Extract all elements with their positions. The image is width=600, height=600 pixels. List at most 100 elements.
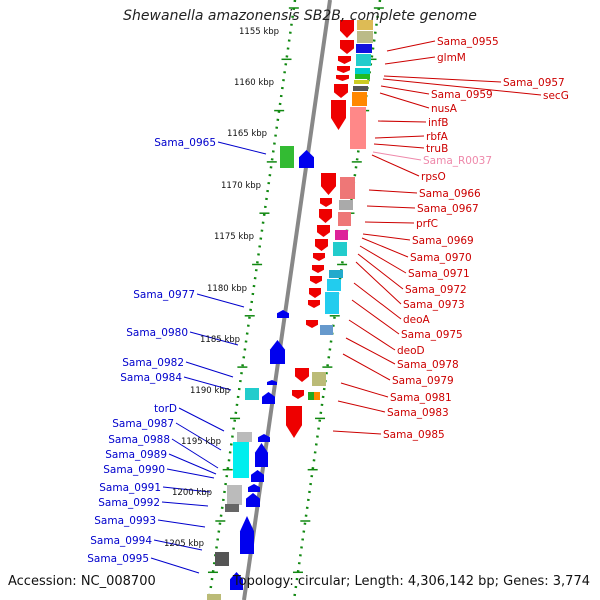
accession-text: Accession: NC_008700 <box>8 574 156 589</box>
forward-box-16 <box>327 279 341 291</box>
right-label-connector-9 <box>372 151 422 161</box>
gene-label-secG: secG <box>543 90 569 102</box>
kbp-tick-label-4: 1175 kbp <box>214 232 254 242</box>
left-label-connector-2 <box>189 331 239 346</box>
reverse-gene-9 <box>246 493 260 507</box>
gene-label-Sama_0987: Sama_0987 <box>112 418 174 430</box>
forward-gene-11 <box>315 239 328 251</box>
gene-label-Sama_0969: Sama_0969 <box>412 235 474 247</box>
forward-box-4 <box>355 68 370 74</box>
gene-label-Sama_0991: Sama_0991 <box>99 482 161 494</box>
kbp-tick-label-5: 1180 kbp <box>207 284 247 294</box>
left-label-connector-14 <box>150 557 200 574</box>
right-label-connector-23 <box>342 353 391 381</box>
left-label-connector-5 <box>178 407 225 432</box>
left-label-connector-9 <box>166 468 215 479</box>
reverse-gene-1 <box>277 310 289 318</box>
forward-box-12 <box>338 212 351 226</box>
right-label-connector-10 <box>371 154 420 177</box>
reverse-box-7 <box>207 594 221 600</box>
forward-box-9 <box>350 107 366 149</box>
right-label-connector-22 <box>345 337 396 365</box>
forward-gene-3 <box>337 66 350 73</box>
gene-label-Sama_0971: Sama_0971 <box>408 268 470 280</box>
forward-box-11 <box>339 200 353 210</box>
forward-gene-4 <box>336 75 349 81</box>
forward-box-21 <box>314 392 320 400</box>
gene-label-Sama_0978: Sama_0978 <box>397 359 459 371</box>
gene-label-Sama_0965: Sama_0965 <box>154 137 216 149</box>
gene-label-rpsO: rpsO <box>421 171 446 183</box>
forward-box-2 <box>356 44 372 53</box>
reverse-box-3 <box>233 442 249 478</box>
gene-label-Sama_0977: Sama_0977 <box>133 289 195 301</box>
forward-gene-19 <box>292 390 304 399</box>
gene-label-nusA: nusA <box>431 103 458 115</box>
reverse-box-1 <box>245 388 259 400</box>
gene-label-Sama_0979: Sama_0979 <box>392 375 454 387</box>
topology-text: Topology: circular; Length: 4,306,142 bp… <box>232 574 590 589</box>
kbp-ticks: 1155 kbp 1160 kbp 1165 kbp 1170 kbp 1175 kbp… <box>164 27 279 549</box>
forward-gene-17 <box>306 320 318 328</box>
forward-box-3 <box>356 54 371 66</box>
left-label-connector-6 <box>175 422 222 451</box>
forward-box-14 <box>333 242 347 256</box>
gene-label-infB: infB <box>428 117 448 129</box>
gene-label-Sama_0957: Sama_0957 <box>503 77 565 89</box>
right-label-connector-6 <box>377 120 427 123</box>
reverse-gene-10 <box>240 516 254 554</box>
gene-label-Sama_0984: Sama_0984 <box>120 372 182 384</box>
right-label-connector-0 <box>386 40 436 52</box>
reverse-box-4 <box>227 485 242 505</box>
forward-gene-10 <box>317 225 330 237</box>
right-label-connector-25 <box>337 400 386 413</box>
kbp-tick-label-1: 1160 kbp <box>234 78 274 88</box>
right-label-connector-12 <box>366 205 416 209</box>
forward-box-8 <box>352 92 367 106</box>
kbp-tick-label-10: 1205 kbp <box>164 539 204 549</box>
gene-label-Sama_0981: Sama_0981 <box>390 392 452 404</box>
gene-label-Sama_0980: Sama_0980 <box>126 327 188 339</box>
gene-label-glmM: glmM <box>437 52 466 64</box>
map-title: Shewanella amazonensis SB2B, complete ge… <box>123 8 477 24</box>
gene-label-Sama_R0037: Sama_R0037 <box>423 155 492 167</box>
left-label-connector-0 <box>217 141 267 155</box>
forward-gene-6 <box>331 100 346 130</box>
gene-label-Sama_0955: Sama_0955 <box>437 36 499 48</box>
gene-features <box>207 20 373 600</box>
reverse-gene-0 <box>299 150 314 168</box>
reverse-gene-4 <box>262 392 275 404</box>
forward-box-13 <box>335 230 348 240</box>
left-gene-labels: Sama_0965 Sama_0977 Sama_0980 Sama_0982 Sama… <box>87 137 216 565</box>
forward-box-15 <box>329 270 343 278</box>
gene-label-deoD: deoD <box>397 345 425 357</box>
kbp-tick-label-8: 1195 kbp <box>181 437 221 447</box>
right-label-connector-16 <box>359 245 407 274</box>
left-label-connector-3 <box>185 361 234 378</box>
reverse-box-0 <box>280 146 294 168</box>
reverse-gene-7 <box>251 470 264 482</box>
gene-label-Sama_0967: Sama_0967 <box>417 203 479 215</box>
gene-label-Sama_0990: Sama_0990 <box>103 464 165 476</box>
reverse-gene-6 <box>255 443 268 467</box>
forward-box-0 <box>357 20 373 30</box>
ruler-layer <box>207 0 384 600</box>
left-label-connector-1 <box>196 293 245 308</box>
right-label-connector-20 <box>351 299 400 335</box>
gene-label-Sama_0988: Sama_0988 <box>108 434 170 446</box>
gene-label-Sama_0992: Sama_0992 <box>98 497 160 509</box>
forward-box-19 <box>312 372 326 386</box>
reverse-box-5 <box>225 504 239 512</box>
right-label-connector-15 <box>361 237 409 258</box>
gene-label-Sama_0972: Sama_0972 <box>405 284 467 296</box>
gene-label-Sama_0995: Sama_0995 <box>87 553 149 565</box>
gene-label-Sama_0975: Sama_0975 <box>401 329 463 341</box>
forward-gene-13 <box>312 265 324 273</box>
forward-gene-8 <box>320 198 332 207</box>
forward-box-5 <box>355 74 370 79</box>
right-label-connector-13 <box>364 221 415 224</box>
left-label-connector-10 <box>162 486 211 493</box>
gene-label-prfC: prfC <box>416 218 438 230</box>
